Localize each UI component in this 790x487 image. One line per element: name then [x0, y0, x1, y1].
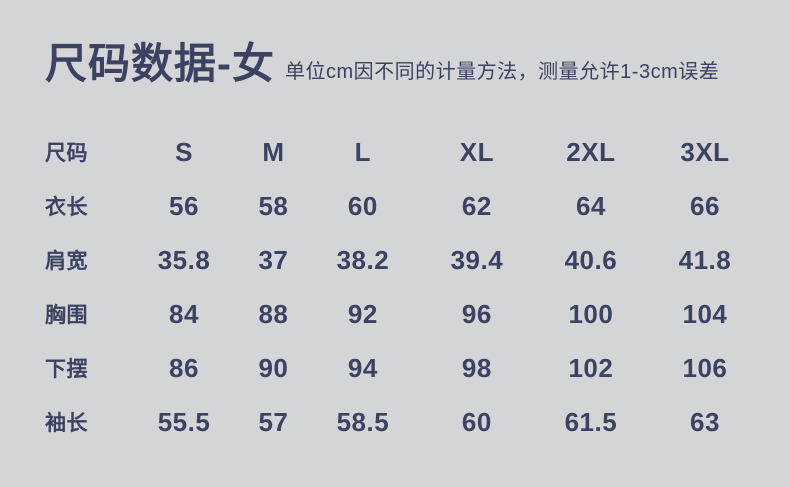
cell-value: 100 [568, 298, 614, 329]
cell-value: 58.5 [336, 406, 390, 437]
cell-value: 62 [461, 190, 492, 221]
cell-value: 39.4 [450, 244, 504, 275]
cell-value: 106 [682, 352, 728, 383]
table-header-row: 尺码 S M L XL 2XL 3XL [42, 125, 762, 179]
cell-value: 57 [258, 406, 289, 437]
size-table: 尺码 S M L XL 2XL 3XL 衣长 56 58 60 62 64 66… [42, 125, 762, 449]
row-label: 下摆 [45, 358, 88, 382]
cell-value: 104 [682, 298, 728, 329]
cell-value: 98 [461, 352, 492, 383]
cell-value: 90 [258, 352, 289, 383]
cell-value: 41.8 [678, 244, 732, 275]
cell-value: 86 [169, 352, 199, 383]
page-title: 尺码数据-女 [45, 40, 275, 87]
cell-value: 37 [258, 244, 289, 275]
header: 尺码数据-女 单位cm因不同的计量方法，测量允许1-3cm误差 [45, 40, 790, 88]
table-row-sleeve-length: 袖长 55.5 57 58.5 60 61.5 63 [42, 395, 762, 449]
table-row-hem: 下摆 86 90 94 98 102 106 [42, 341, 762, 395]
cell-value: 60 [347, 190, 378, 221]
column-header-s: S [175, 136, 193, 167]
cell-value: 61.5 [564, 406, 618, 437]
measurement-note: 单位cm因不同的计量方法，测量允许1-3cm误差 [285, 61, 720, 83]
column-header-xl: XL [459, 136, 494, 167]
cell-value: 55.5 [157, 406, 211, 437]
column-header-m: M [262, 136, 285, 167]
cell-value: 92 [347, 298, 378, 329]
cell-value: 58 [258, 190, 289, 221]
row-label: 胸围 [45, 304, 88, 328]
cell-value: 88 [258, 298, 289, 329]
column-header-size: 尺码 [45, 142, 88, 166]
cell-value: 40.6 [564, 244, 618, 275]
cell-value: 102 [568, 352, 614, 383]
cell-value: 63 [689, 406, 720, 437]
cell-value: 94 [347, 352, 378, 383]
cell-value: 60 [461, 406, 492, 437]
row-label: 袖长 [45, 412, 88, 436]
cell-value: 66 [689, 190, 720, 221]
cell-value: 38.2 [336, 244, 390, 275]
cell-value: 64 [575, 190, 606, 221]
table-row-garment-length: 衣长 56 58 60 62 64 66 [42, 179, 762, 233]
column-header-3xl: 3XL [680, 136, 730, 167]
cell-value: 96 [461, 298, 492, 329]
cell-value: 35.8 [157, 244, 211, 275]
cell-value: 56 [169, 190, 199, 221]
table-row-chest: 胸围 84 88 92 96 100 104 [42, 287, 762, 341]
row-label: 肩宽 [45, 250, 88, 274]
table-row-shoulder-width: 肩宽 35.8 37 38.2 39.4 40.6 41.8 [42, 233, 762, 287]
column-header-l: L [354, 136, 372, 167]
cell-value: 84 [169, 298, 199, 329]
column-header-2xl: 2XL [566, 136, 616, 167]
row-label: 衣长 [45, 196, 88, 220]
